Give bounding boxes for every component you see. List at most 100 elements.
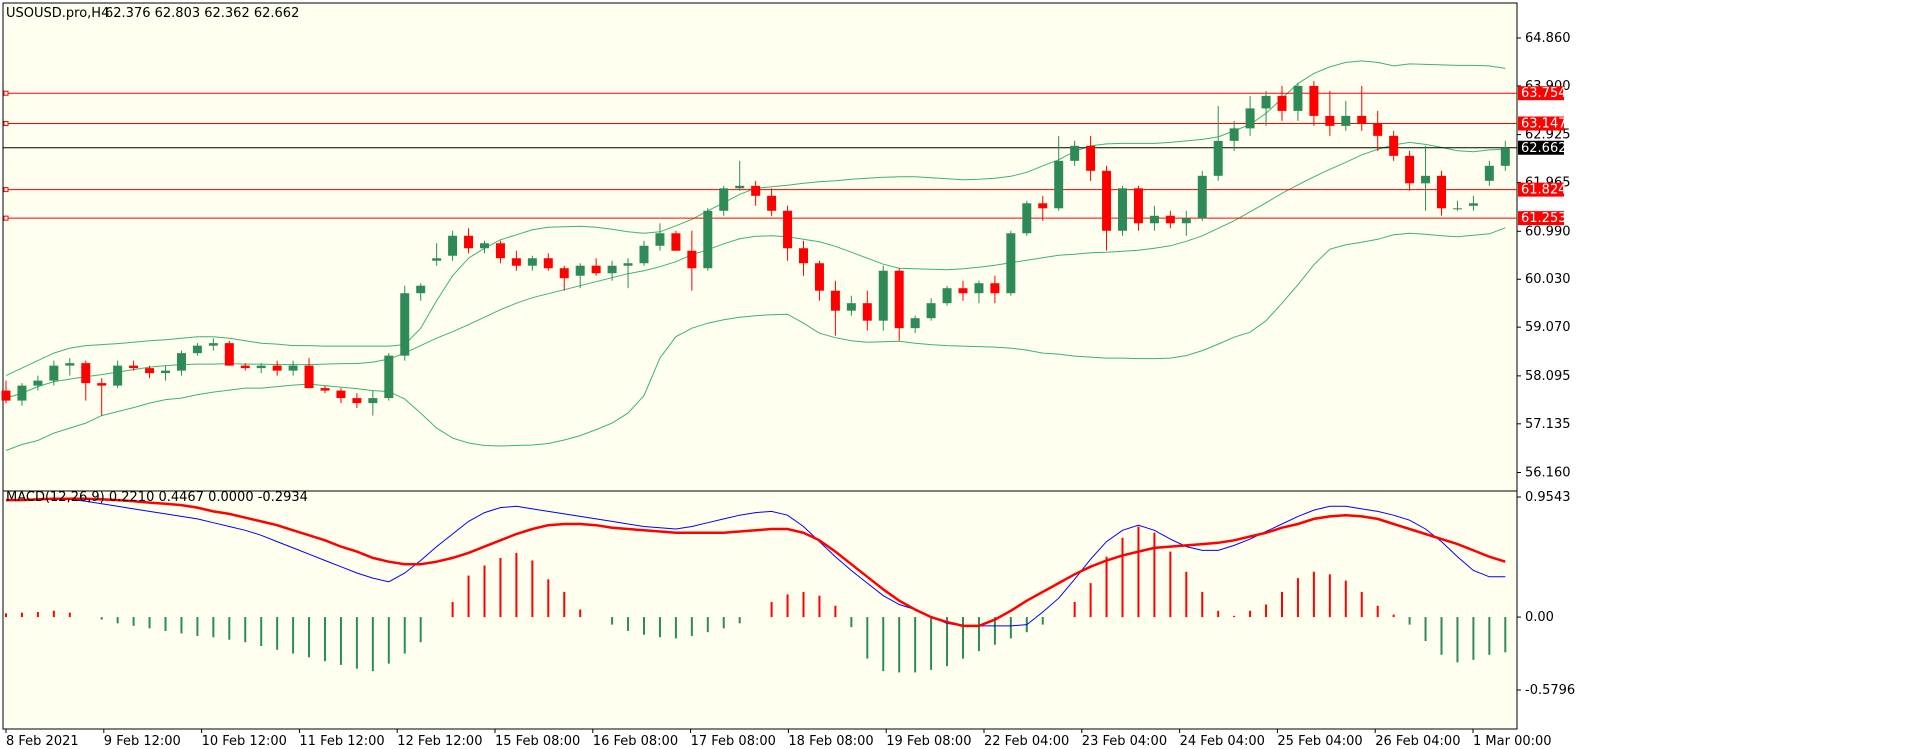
candle-body: [1213, 140, 1223, 176]
candle-body: [352, 398, 362, 404]
candle-body: [1373, 123, 1383, 136]
price-tick-label: 60.990: [1525, 224, 1571, 239]
candle-body: [799, 248, 808, 264]
candle-body: [958, 288, 968, 294]
time-tick-label: 16 Feb 08:00: [593, 734, 678, 749]
price-tick-label: 59.070: [1525, 320, 1571, 335]
candle-body: [735, 185, 745, 189]
candle-body: [1309, 85, 1319, 116]
candle-body: [176, 353, 186, 371]
bollinger-lower-line: [5, 227, 1506, 451]
candle-body: [1357, 115, 1367, 124]
candle-body: [81, 363, 91, 384]
candle-body: [639, 245, 649, 264]
candle-body: [655, 233, 665, 246]
price-tick-label: 56.160: [1525, 466, 1571, 481]
candle-body: [1006, 233, 1016, 294]
price-tick-label: 60.030: [1525, 272, 1571, 287]
level-price-label: 61.824: [1521, 183, 1567, 198]
level-price-label: 63.147: [1521, 117, 1567, 132]
candle-body: [1437, 175, 1446, 209]
price-tick-label: 62.925: [1525, 128, 1571, 143]
candle-body: [1054, 160, 1064, 209]
time-tick-label: 15 Feb 08:00: [495, 734, 580, 749]
candle-body: [1293, 85, 1303, 111]
candle-body: [1070, 145, 1080, 161]
candle-body: [416, 285, 426, 294]
time-tick-label: 12 Feb 12:00: [397, 734, 482, 749]
candle-body: [288, 365, 298, 371]
macd-line: [6, 498, 1506, 627]
candle-body: [559, 268, 569, 279]
candle-body: [942, 288, 952, 304]
candle-body: [1, 390, 11, 401]
level-price-tag: [1518, 182, 1564, 197]
candle-body: [1022, 203, 1032, 234]
candle-body: [1149, 215, 1159, 224]
candle-body: [368, 398, 378, 404]
candle-body: [751, 185, 761, 196]
price-tick-label: 64.860: [1525, 31, 1571, 46]
candle-body: [719, 188, 729, 211]
price-tick-label: 57.135: [1525, 417, 1571, 432]
candle-body: [1468, 203, 1478, 206]
candle-body: [607, 265, 617, 274]
candle-body: [161, 370, 170, 374]
level-price-tag: [1518, 116, 1564, 131]
candle-body: [1229, 128, 1239, 141]
candle-body: [543, 258, 553, 269]
level-handle: [3, 215, 9, 221]
candle-body: [830, 290, 840, 311]
macd-tick-label: -0.5796: [1525, 683, 1575, 698]
candle-body: [256, 365, 266, 369]
ohlc-readout: 62.376 62.803 62.362 62.662: [105, 6, 299, 21]
time-tick-label: 10 Feb 12:00: [202, 734, 287, 749]
macd-tick-label: 0.9543: [1525, 490, 1571, 505]
candle-body: [894, 270, 904, 329]
candle-body: [846, 303, 856, 311]
candle-body: [767, 195, 777, 211]
candle-body: [49, 365, 59, 381]
time-tick-label: 19 Feb 08:00: [886, 734, 971, 749]
macd-tick-label: 0.00: [1525, 610, 1554, 625]
candle-body: [304, 365, 314, 389]
time-tick-label: 25 Feb 04:00: [1277, 734, 1362, 749]
candle-body: [495, 243, 505, 259]
candle-body: [65, 363, 75, 366]
candle-body: [1389, 135, 1399, 156]
time-tick-label: 24 Feb 04:00: [1180, 734, 1265, 749]
candle-body: [1500, 147, 1510, 166]
candle-body: [33, 380, 43, 386]
candle-body: [1341, 115, 1351, 126]
candle-body: [1277, 95, 1287, 111]
candle-body: [97, 383, 107, 386]
candle-body: [687, 250, 697, 269]
price-panel[interactable]: [1, 2, 1518, 492]
level-price-label: 61.253: [1521, 211, 1567, 226]
candle-body: [400, 293, 410, 356]
candle-body: [1325, 115, 1335, 126]
candle-body: [511, 258, 521, 266]
candle-body: [448, 235, 458, 256]
candle-body: [336, 390, 346, 399]
candle-body: [1452, 208, 1462, 210]
candle-body: [1245, 108, 1255, 129]
candle-body: [1038, 203, 1048, 209]
candle-body: [1484, 165, 1494, 181]
candle-body: [1086, 145, 1096, 171]
level-handle: [3, 187, 9, 193]
candle-body: [990, 283, 1000, 294]
candle-body: [320, 388, 330, 391]
candle-body: [575, 265, 585, 276]
candle-body: [974, 283, 984, 294]
level-price-tag: [1518, 86, 1564, 101]
candle-body: [224, 343, 234, 366]
candle-body: [1118, 188, 1127, 231]
candle-body: [527, 258, 537, 266]
macd-panel[interactable]: [2, 490, 1518, 730]
price-tick-label: 58.095: [1525, 369, 1571, 384]
candle-body: [591, 265, 601, 274]
candle-body: [783, 210, 793, 249]
candle-body: [1165, 215, 1175, 224]
